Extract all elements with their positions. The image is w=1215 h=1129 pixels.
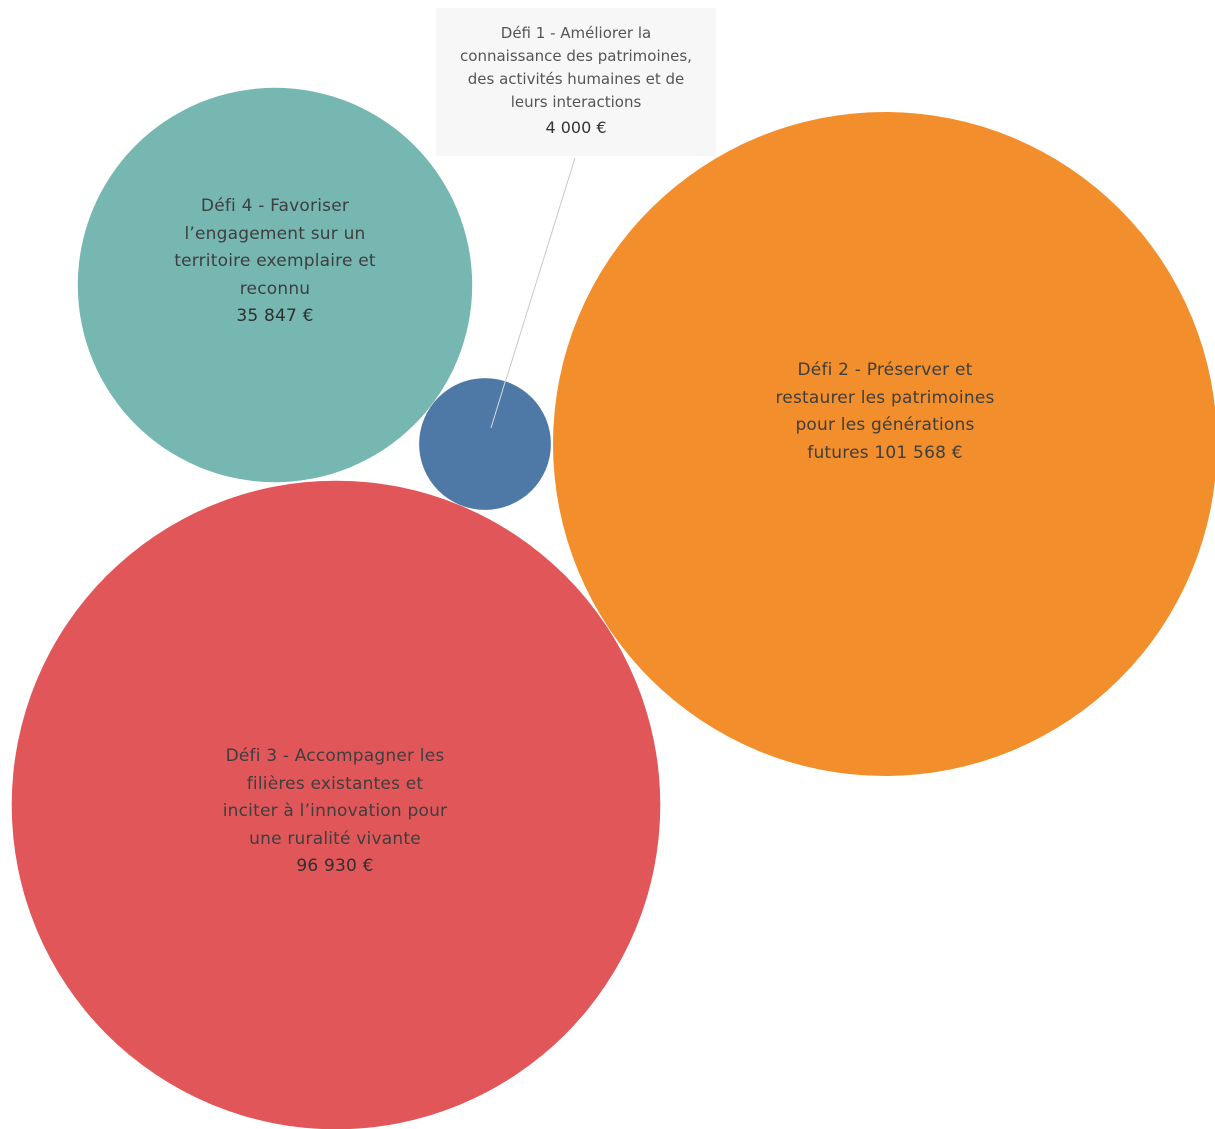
callout-line: connaissance des patrimoines,: [460, 47, 692, 65]
bubble-value-defi3: 96 930 €: [296, 856, 374, 876]
bubble-defi1[interactable]: [419, 378, 551, 510]
bubble-label-line: restaurer les patrimoines: [775, 387, 995, 408]
callout-value: 4 000 €: [545, 118, 607, 137]
bubble-label-line: une ruralité vivante: [249, 828, 421, 849]
callout-line: Défi 1 - Améliorer la: [500, 24, 652, 42]
callout-line: des activités humaines et de: [467, 70, 685, 88]
bubble-defi3[interactable]: [11, 480, 661, 1129]
bubble-defi4[interactable]: [77, 87, 473, 483]
bubble-value-defi4: 35 847 €: [236, 306, 314, 326]
bubble-label-defi2: Défi 2 - Préserver et restaurer les patr…: [735, 357, 1035, 467]
bubble-label-line: Défi 2 - Préserver et: [797, 360, 973, 380]
bubble-label-line: futures 101 568 €: [807, 442, 963, 463]
bubble-label-line: Défi 3 - Accompagner les: [225, 746, 445, 766]
callout-line: leurs interactions: [510, 93, 642, 111]
bubble-label-defi4: Défi 4 - Favoriser l’engagement sur un t…: [150, 193, 400, 331]
bubble-defi2[interactable]: [553, 112, 1215, 776]
bubble-label-line: filières existantes et: [246, 773, 424, 794]
callout-leader-line-overlay: [490, 378, 507, 429]
bubble-label-defi3: Défi 3 - Accompagner les filières exista…: [185, 743, 485, 881]
bubble-label-line: pour les générations: [795, 415, 975, 435]
bubble-label-line: l’engagement sur un: [184, 223, 366, 244]
bubble-label-line: inciter à l’innovation pour: [222, 801, 448, 821]
callout-defi1: Défi 1 - Améliorer la connaissance des p…: [436, 8, 716, 156]
bubble-label-line: Défi 4 - Favoriser: [200, 196, 350, 216]
bubble-label-line: reconnu: [239, 278, 311, 299]
bubble-label-line: territoire exemplaire et: [174, 251, 376, 271]
